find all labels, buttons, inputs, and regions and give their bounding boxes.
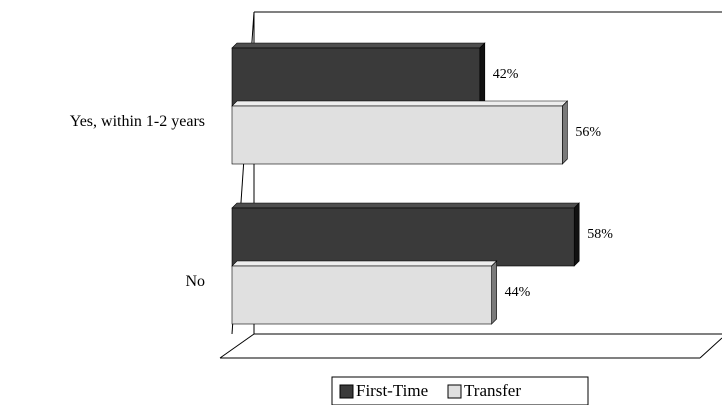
legend-label-first-time: First-Time bbox=[356, 381, 428, 400]
value-label-first-time-yes: 42% bbox=[493, 67, 519, 82]
bar-first-time-no bbox=[231, 207, 575, 267]
value-label-transfer-no: 44% bbox=[505, 285, 531, 300]
value-label-first-time-no: 58% bbox=[587, 227, 613, 242]
legend-label-transfer: Transfer bbox=[464, 381, 521, 400]
category-label-no: No bbox=[185, 273, 205, 290]
bar-top-transfer-yes bbox=[231, 100, 569, 107]
bar-top-transfer-no bbox=[231, 260, 498, 267]
legend-swatch-first-time bbox=[339, 384, 354, 399]
legend-swatch-transfer bbox=[447, 384, 462, 399]
bar-side-first-time-yes bbox=[479, 42, 486, 107]
bar-side-first-time-no bbox=[573, 202, 580, 267]
bar-transfer-no bbox=[231, 265, 492, 325]
bar-top-first-time-yes bbox=[231, 42, 486, 49]
bar-transfer-yes bbox=[231, 105, 563, 165]
floor-right-edge bbox=[699, 337, 722, 359]
value-label-transfer-yes: 56% bbox=[575, 125, 601, 140]
bar-top-first-time-no bbox=[231, 202, 580, 209]
legend: First-Time Transfer bbox=[331, 376, 589, 406]
category-label-yes: Yes, within 1-2 years bbox=[70, 113, 205, 130]
bar-side-transfer-yes bbox=[562, 100, 568, 165]
floor-left-edge bbox=[219, 333, 255, 359]
bar-side-transfer-no bbox=[491, 260, 497, 325]
labels: 42% 56% Yes, within 1-2 years 58% 44% No bbox=[70, 67, 613, 300]
bars bbox=[231, 42, 580, 325]
bar-first-time-yes bbox=[231, 47, 481, 107]
